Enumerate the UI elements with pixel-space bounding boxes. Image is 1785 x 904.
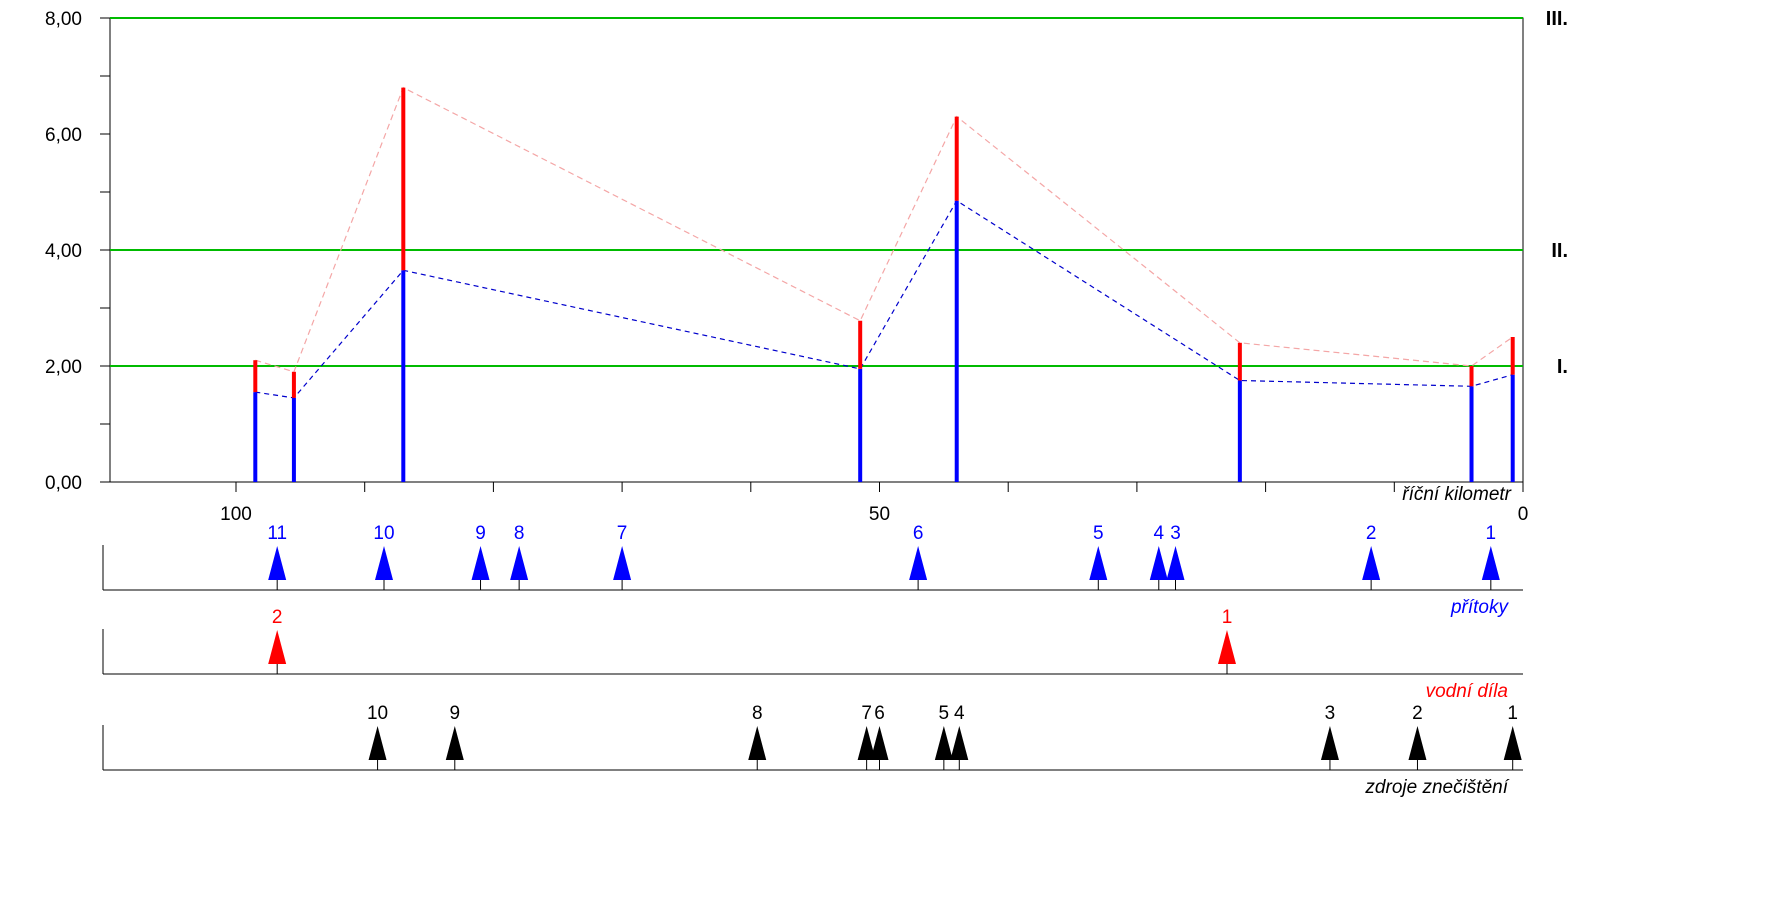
class-limit-label: II.	[1551, 240, 1568, 262]
marker-triangle	[1503, 726, 1522, 760]
marker-triangle	[1166, 546, 1185, 580]
marker-number: 1	[1222, 607, 1233, 628]
marker-number: 7	[861, 703, 872, 724]
track-label: přítoky	[1450, 597, 1510, 618]
marker-triangle	[1089, 546, 1108, 580]
marker-triangle	[748, 726, 767, 760]
marker-triangle	[368, 726, 387, 760]
marker-number: 8	[514, 523, 525, 544]
marker-triangle	[268, 546, 287, 580]
marker-triangle	[471, 546, 490, 580]
marker-number: 4	[954, 703, 965, 724]
track-2: 2 1 vodní díla	[102, 607, 1523, 702]
marker-number: 5	[939, 703, 950, 724]
marker-number: 1	[1507, 703, 1518, 724]
marker-triangle	[510, 546, 529, 580]
track-1: 11 10 9 8 7 6 5 4 3 2 1 přítoky	[102, 523, 1523, 618]
marker-number: 7	[617, 523, 628, 544]
marker-triangle	[613, 546, 632, 580]
marker-triangle	[1149, 546, 1168, 580]
marker-triangle	[950, 726, 969, 760]
marker-number: 3	[1170, 523, 1181, 544]
marker-triangle	[1320, 726, 1339, 760]
marker-number: 6	[913, 523, 924, 544]
marker-number: 5	[1093, 523, 1104, 544]
min-trend-line	[255, 199, 1513, 399]
marker-triangle	[375, 546, 394, 580]
y-tick-label: 2,00	[45, 357, 82, 378]
y-tick-label: 6,00	[45, 125, 82, 146]
marker-triangle	[1408, 726, 1427, 760]
plot-area: 0,00 2,00 4,00 6,00 8,00 100 50 0 říční kilometr…	[45, 8, 1568, 525]
marker-number: 8	[752, 703, 763, 724]
marker-number: 2	[272, 607, 283, 628]
marker-number: 10	[373, 523, 394, 544]
marker-triangle	[268, 630, 287, 664]
track-label: vodní díla	[1426, 681, 1508, 702]
marker-triangle	[934, 726, 953, 760]
y-tick-label: 8,00	[45, 9, 82, 30]
marker-triangle	[870, 726, 889, 760]
marker-triangle	[857, 726, 876, 760]
x-tick-label: 0	[1518, 504, 1529, 525]
x-axis-title: říční kilometr	[1402, 484, 1511, 505]
marker-number: 9	[450, 703, 461, 724]
x-tick-label: 50	[869, 504, 890, 525]
marker-triangle	[1217, 630, 1236, 664]
marker-number: 3	[1325, 703, 1336, 724]
class-limit-label: III.	[1546, 8, 1568, 30]
marker-number: 2	[1366, 523, 1377, 544]
y-tick-label: 0,00	[45, 473, 82, 494]
marker-triangle	[1481, 546, 1500, 580]
marker-number: 6	[874, 703, 885, 724]
marker-number: 1	[1486, 523, 1497, 544]
max-trend-line	[255, 86, 1514, 373]
marker-number: 9	[475, 523, 486, 544]
track-label: zdroje znečištění	[1364, 777, 1509, 798]
marker-number: 11	[267, 523, 287, 544]
marker-number: 2	[1412, 703, 1423, 724]
marker-number: 4	[1153, 523, 1164, 544]
marker-number: 10	[367, 703, 388, 724]
marker-triangle	[445, 726, 464, 760]
marker-triangle	[1362, 546, 1381, 580]
class-limit-label: I.	[1557, 356, 1568, 378]
x-tick-label: 100	[220, 504, 252, 525]
y-tick-label: 4,00	[45, 241, 82, 262]
marker-triangle	[909, 546, 928, 580]
